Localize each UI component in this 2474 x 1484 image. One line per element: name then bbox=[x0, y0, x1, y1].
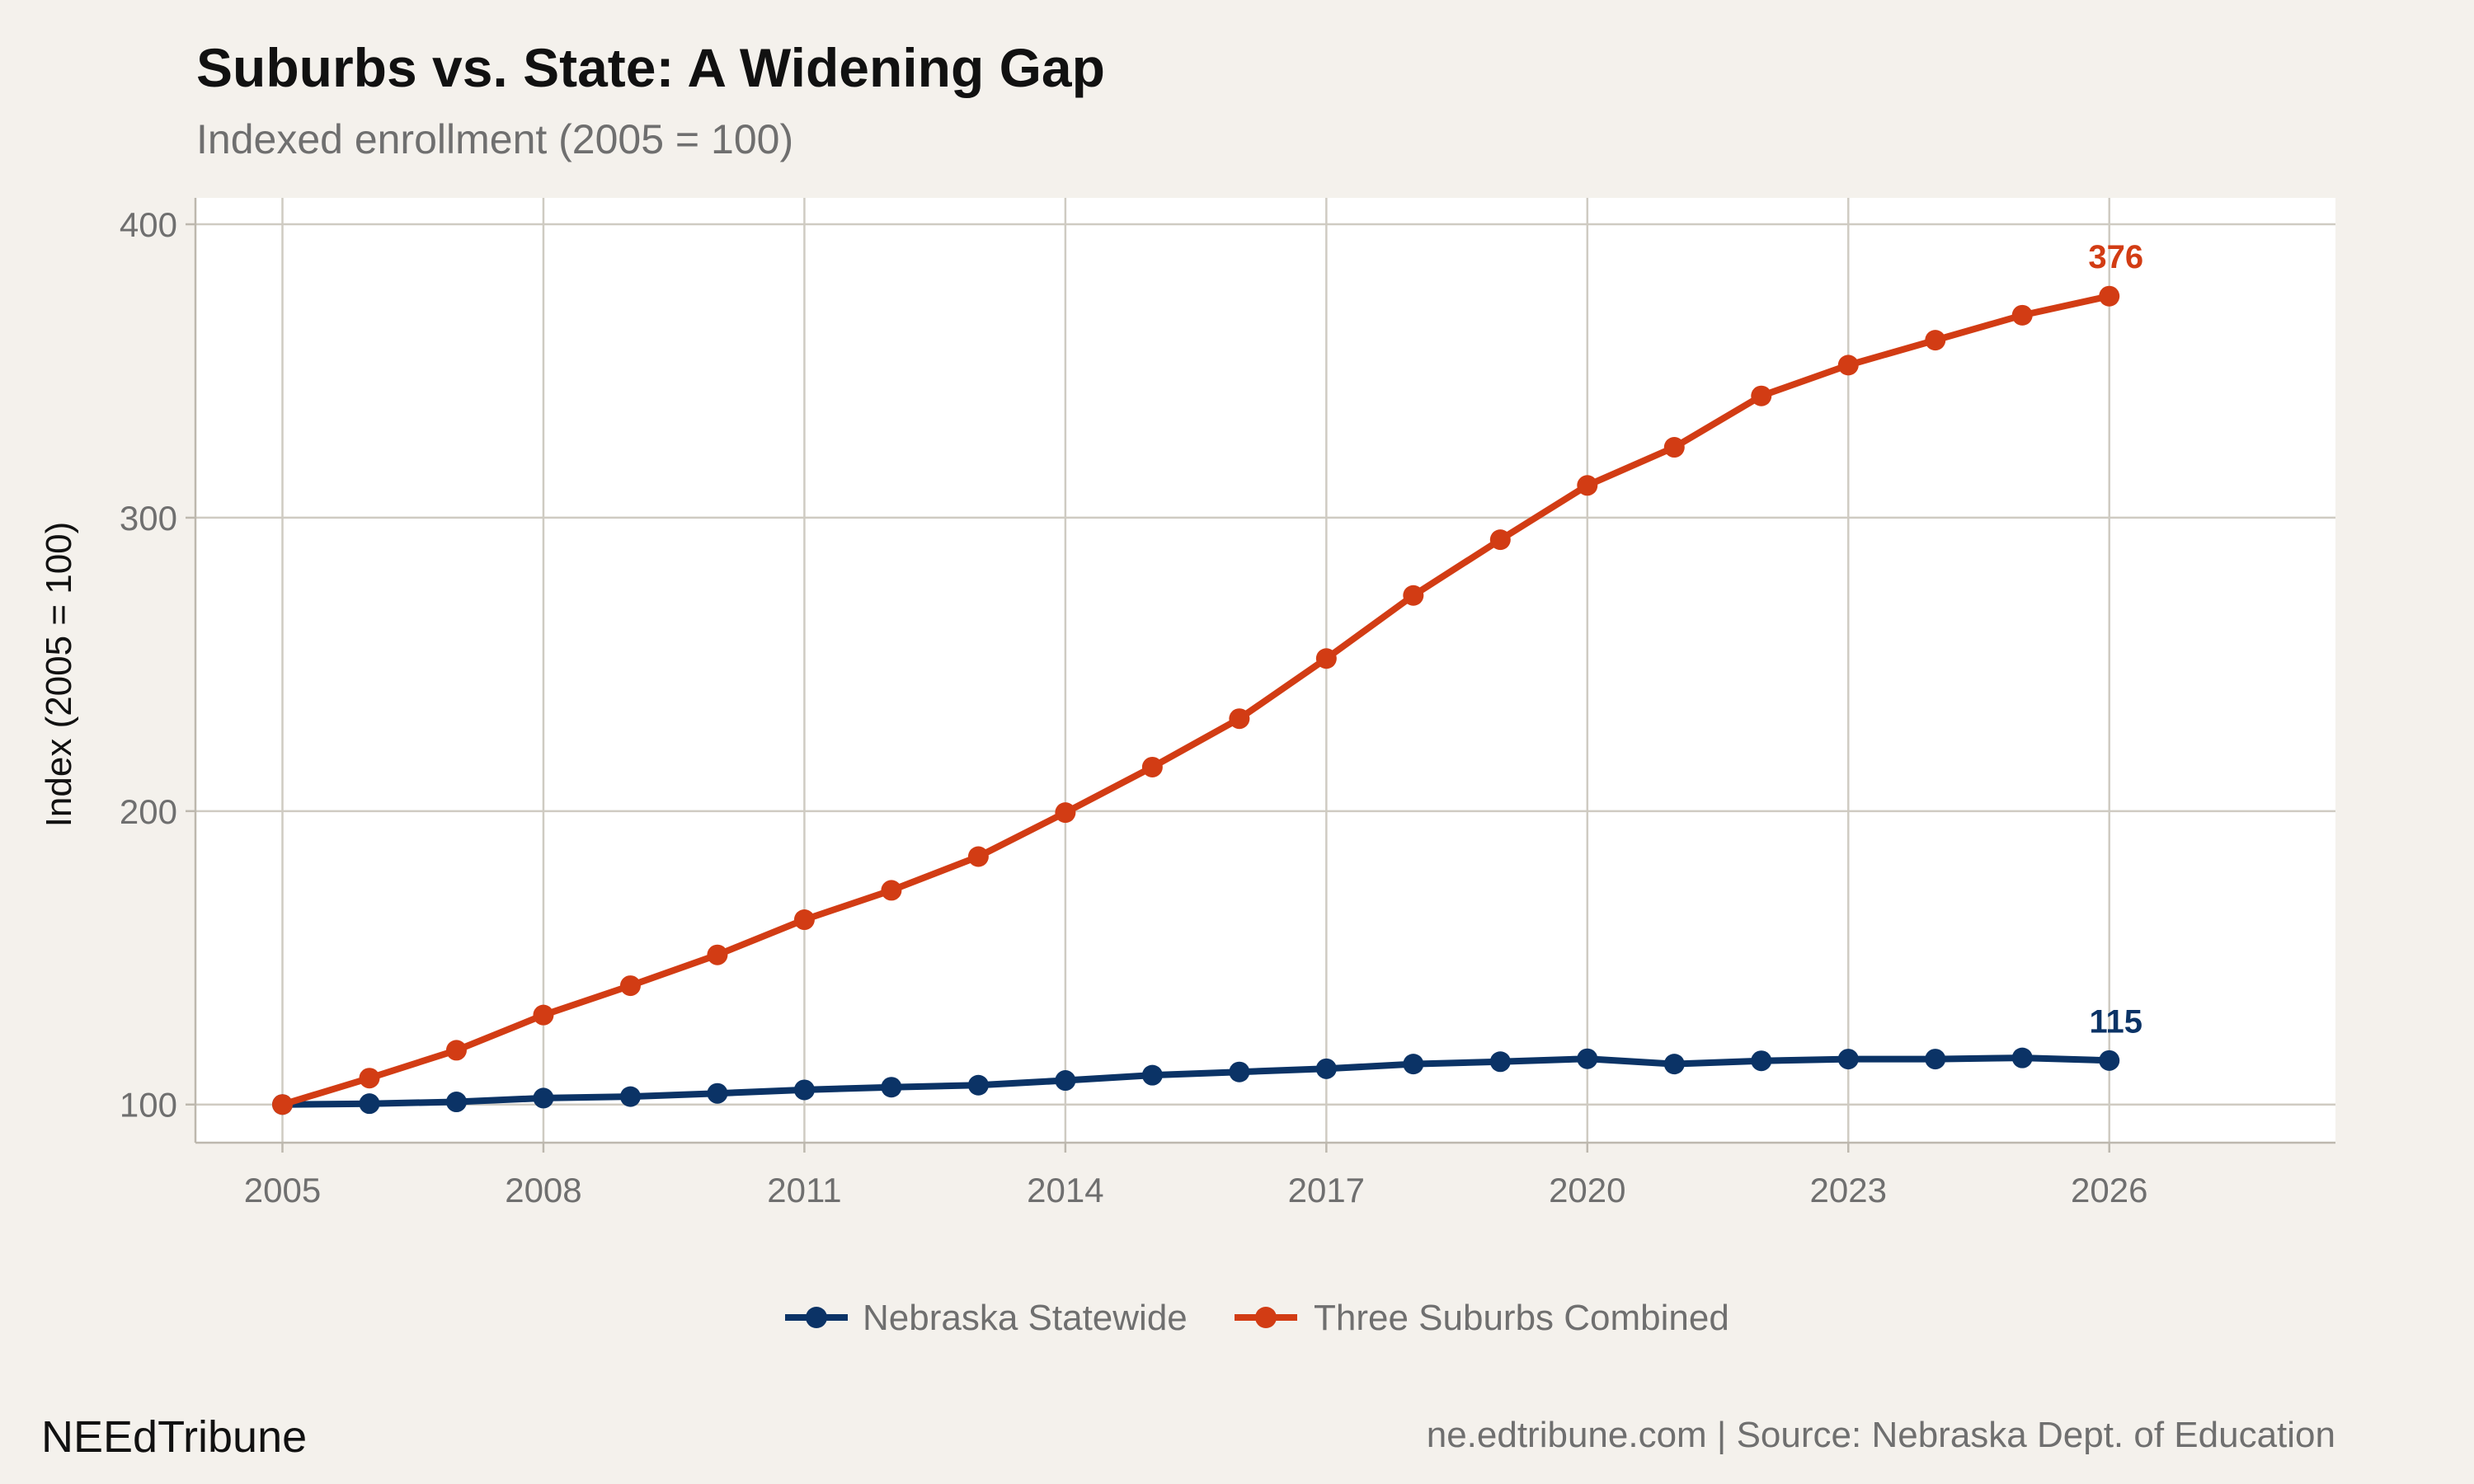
x-tick-label: 2017 bbox=[1288, 1171, 1365, 1209]
chart-title: Suburbs vs. State: A Widening Gap bbox=[196, 37, 1105, 98]
data-point-suburbs bbox=[445, 1040, 467, 1061]
x-tick-label: 2005 bbox=[244, 1171, 321, 1209]
data-point-statewide bbox=[793, 1079, 815, 1101]
series-line-statewide bbox=[279, 1054, 2113, 1108]
data-point-statewide bbox=[1925, 1049, 1946, 1070]
data-point-statewide bbox=[1663, 1054, 1685, 1075]
data-point-statewide bbox=[2099, 1050, 2120, 1071]
chart-subtitle: Indexed enrollment (2005 = 100) bbox=[196, 116, 794, 162]
data-point-suburbs bbox=[1489, 529, 1511, 551]
data-point-suburbs bbox=[707, 944, 728, 965]
legend-key-point-suburbs bbox=[1255, 1307, 1277, 1328]
y-tick-label: 300 bbox=[120, 499, 177, 538]
data-point-suburbs bbox=[1925, 330, 1946, 351]
data-point-statewide bbox=[1751, 1050, 1772, 1072]
data-point-suburbs bbox=[881, 880, 902, 901]
x-tick-label: 2011 bbox=[767, 1171, 841, 1209]
legend-label-suburbs: Three Suburbs Combined bbox=[1314, 1298, 1729, 1338]
data-point-statewide bbox=[1229, 1061, 1250, 1082]
data-point-statewide bbox=[1055, 1070, 1076, 1092]
end-value-label-statewide: 115 bbox=[2089, 1003, 2142, 1040]
data-point-statewide bbox=[1315, 1058, 1337, 1079]
data-point-suburbs bbox=[1055, 802, 1076, 824]
plot-panel bbox=[195, 198, 2335, 1143]
x-tick-label: 2023 bbox=[1810, 1171, 1887, 1209]
y-tick-label: 100 bbox=[120, 1086, 177, 1125]
legend-label-statewide: Nebraska Statewide bbox=[863, 1298, 1188, 1338]
data-point-suburbs bbox=[271, 1094, 293, 1115]
brand-logo-text: NEEdTribune bbox=[41, 1412, 308, 1462]
data-point-statewide bbox=[2011, 1047, 2033, 1068]
data-point-statewide bbox=[707, 1082, 728, 1104]
data-point-suburbs bbox=[359, 1068, 380, 1089]
legend-key-point-statewide bbox=[806, 1307, 827, 1328]
data-point-suburbs bbox=[619, 975, 641, 997]
data-point-suburbs bbox=[1577, 475, 1598, 496]
data-point-suburbs bbox=[1315, 648, 1337, 669]
data-point-statewide bbox=[1489, 1051, 1511, 1073]
data-point-statewide bbox=[619, 1086, 641, 1107]
end-value-label-suburbs: 376 bbox=[2088, 239, 2143, 275]
series-line-suburbs bbox=[279, 293, 2113, 1108]
data-point-statewide bbox=[533, 1087, 554, 1109]
data-point-suburbs bbox=[1229, 708, 1250, 730]
data-point-statewide bbox=[1141, 1064, 1163, 1086]
x-tick-label: 2020 bbox=[1549, 1171, 1625, 1209]
x-tick-label: 2008 bbox=[505, 1171, 581, 1209]
data-point-statewide bbox=[967, 1074, 989, 1096]
data-point-statewide bbox=[1837, 1049, 1859, 1070]
data-point-suburbs bbox=[1663, 437, 1685, 458]
data-point-statewide bbox=[359, 1093, 380, 1115]
data-point-suburbs bbox=[2011, 304, 2033, 326]
data-point-suburbs bbox=[2099, 285, 2120, 307]
y-axis-title: Index (2005 = 100) bbox=[39, 522, 79, 828]
data-point-suburbs bbox=[967, 846, 989, 867]
data-point-suburbs bbox=[1837, 355, 1859, 376]
x-tick-label: 2026 bbox=[2071, 1171, 2147, 1209]
data-point-suburbs bbox=[793, 909, 815, 931]
data-point-suburbs bbox=[1403, 585, 1424, 606]
data-point-suburbs bbox=[1141, 756, 1163, 777]
data-point-suburbs bbox=[1751, 385, 1772, 406]
data-point-statewide bbox=[1577, 1048, 1598, 1069]
y-tick-label: 400 bbox=[120, 205, 177, 244]
source-credit: ne.edtribune.com | Source: Nebraska Dept… bbox=[1426, 1415, 2335, 1455]
y-tick-label: 200 bbox=[120, 792, 177, 831]
data-point-statewide bbox=[881, 1077, 902, 1098]
data-point-suburbs bbox=[533, 1004, 554, 1026]
data-point-statewide bbox=[1403, 1054, 1424, 1075]
x-tick-label: 2014 bbox=[1027, 1171, 1103, 1209]
data-point-statewide bbox=[445, 1092, 467, 1113]
